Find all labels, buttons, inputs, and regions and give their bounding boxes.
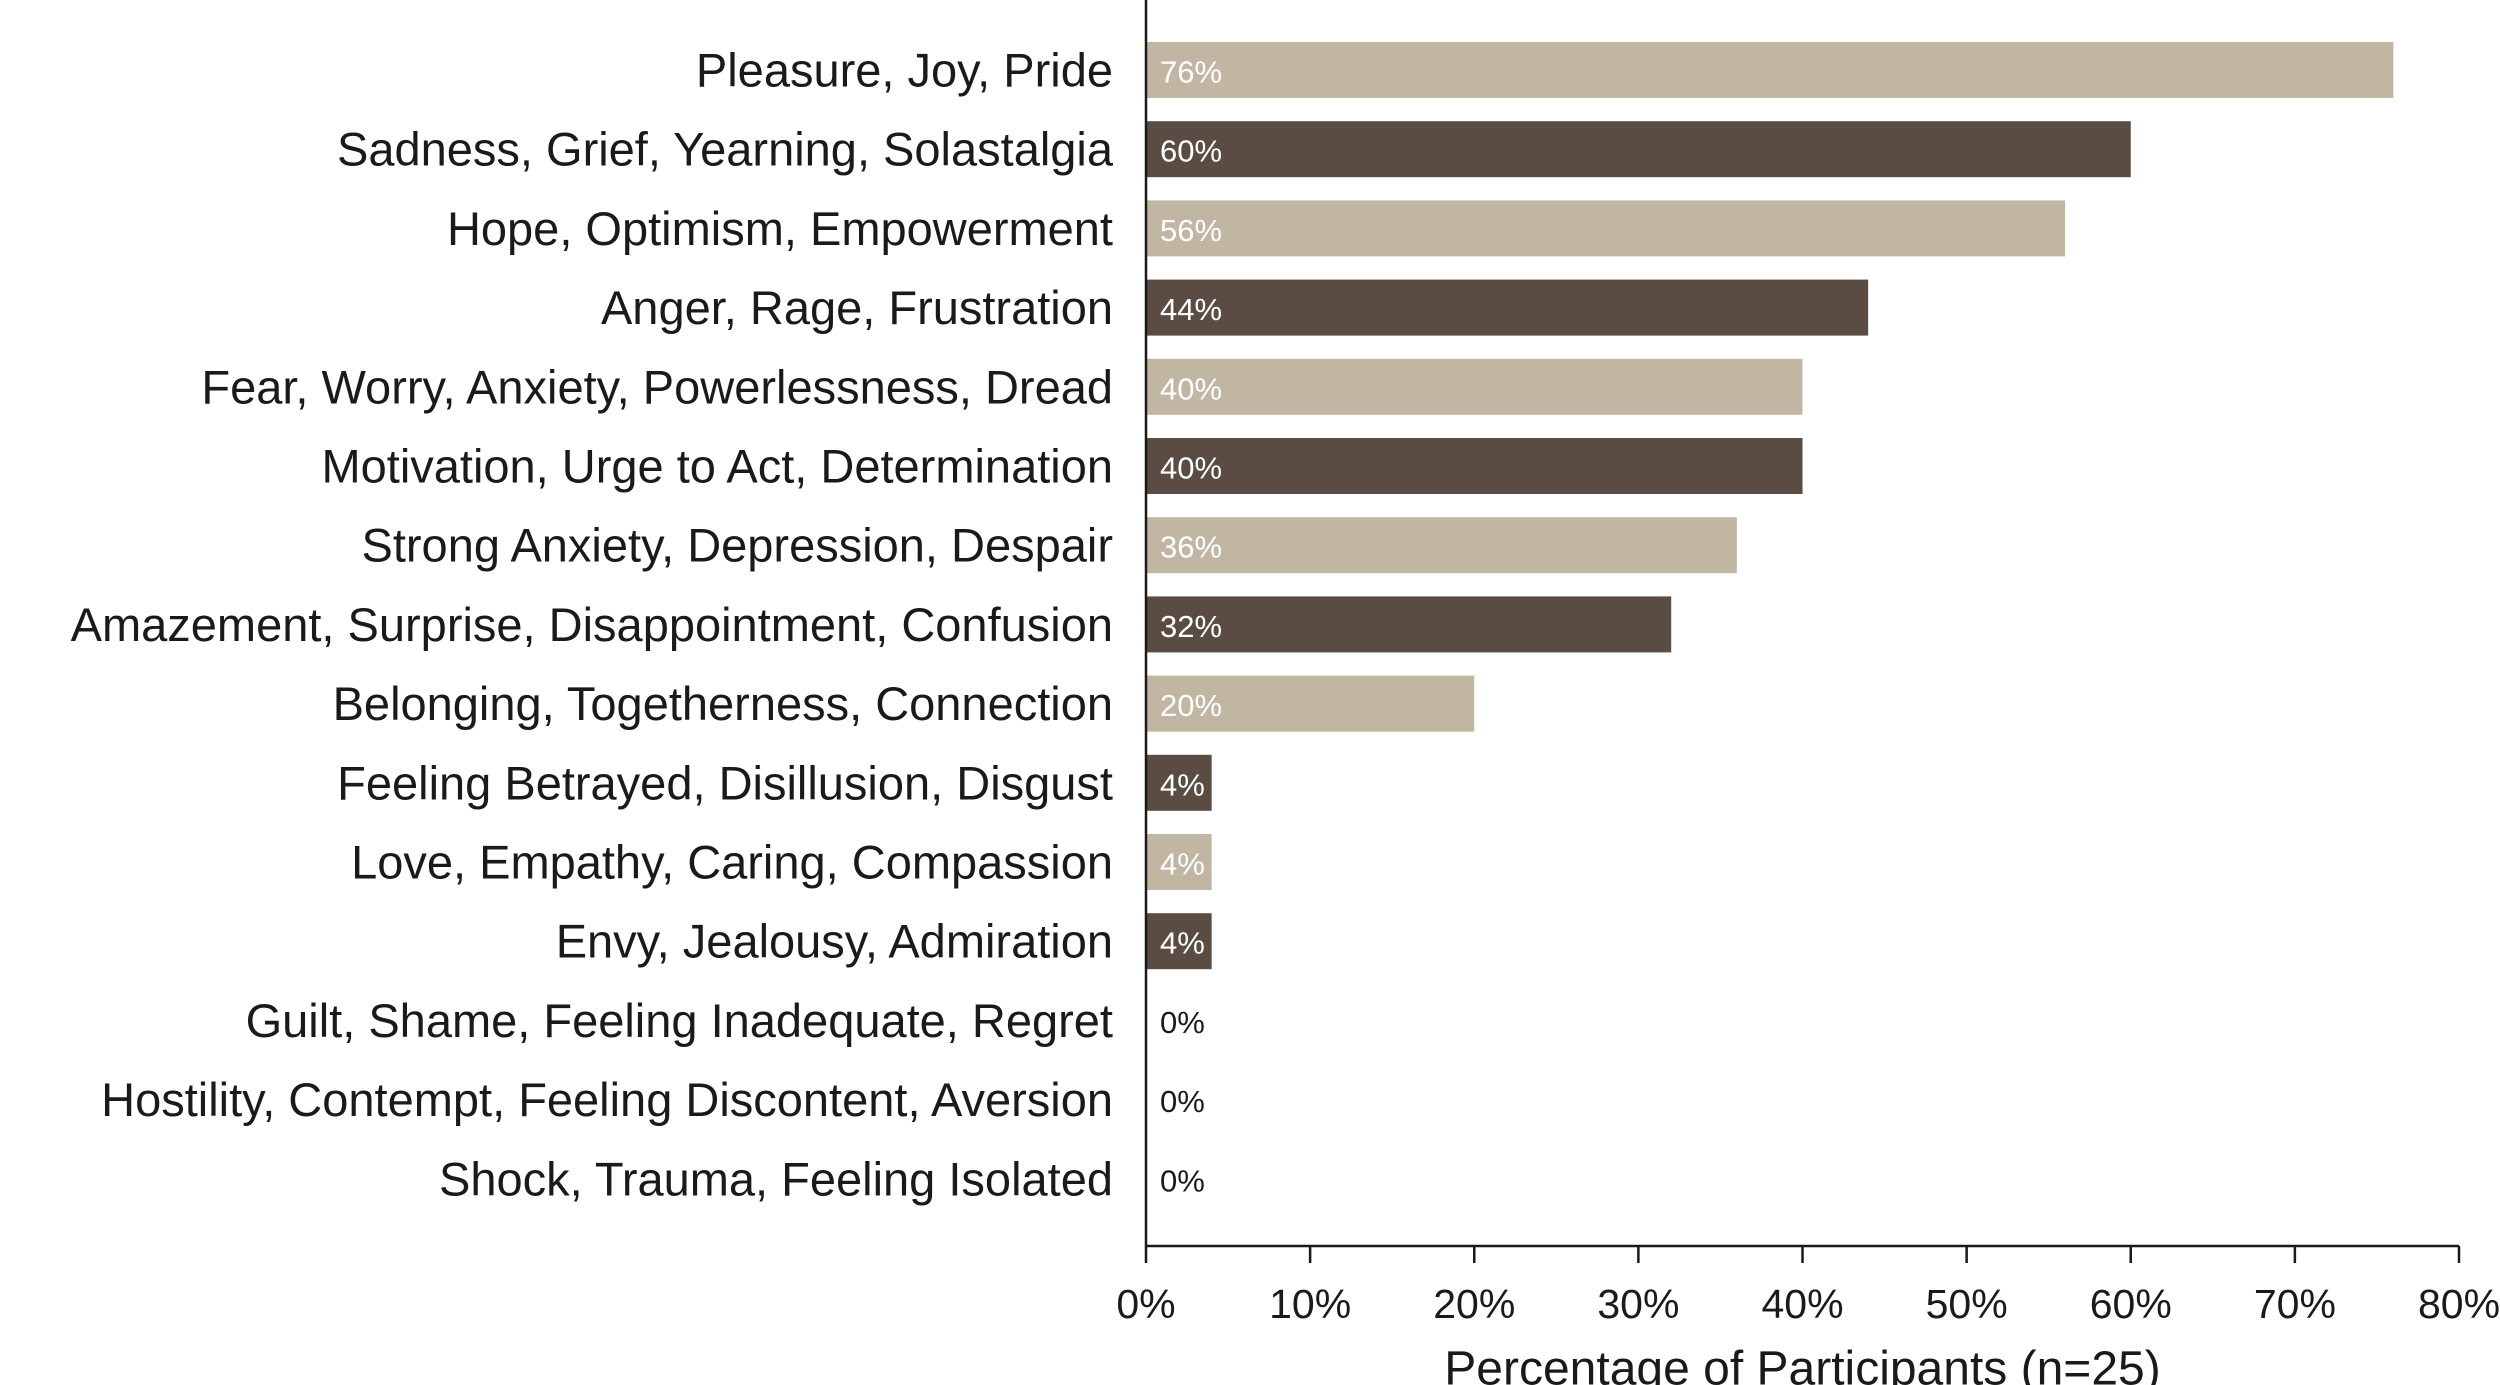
category-label: Hope, Optimism, Empowerment: [447, 202, 1113, 255]
bar-value-labels: 76% 60% 56% 44% 40% 40% 36% 32% 20% 4% 4% 4% 0% 0% 0%: [1160, 55, 1222, 1199]
x-tick-label: 20%: [1433, 1281, 1515, 1327]
category-label: Pleasure, Joy, Pride: [696, 44, 1113, 97]
bar-value-label: 40%: [1160, 371, 1222, 406]
bar-value-label: 32%: [1160, 609, 1222, 644]
bar: [1146, 42, 2394, 98]
bar-value-label: 40%: [1160, 451, 1222, 486]
bar: [1146, 754, 1212, 811]
category-labels: Pleasure, Joy, Pride Sadness, Grief, Year…: [71, 44, 1114, 1206]
category-label: Shock, Trauma, Feeling Isolated: [439, 1152, 1113, 1205]
bar-value-label: 60%: [1160, 134, 1222, 169]
bar: [1146, 358, 1803, 415]
bar: [1146, 121, 2131, 178]
category-label: Hostility, Contempt, Feeling Discontent,…: [101, 1073, 1113, 1126]
x-tick-label: 50%: [1926, 1281, 2008, 1327]
bar: [1146, 279, 1869, 336]
category-label: Sadness, Grief, Yearning, Solastalgia: [337, 123, 1114, 176]
x-tick-label: 80%: [2418, 1281, 2500, 1327]
bar-value-label: 4%: [1160, 767, 1205, 802]
category-label: Love, Empathy, Caring, Compassion: [351, 836, 1113, 889]
category-label: Envy, Jealousy, Admiration: [556, 915, 1113, 968]
bar: [1146, 675, 1475, 732]
bar: [1146, 438, 1803, 494]
x-tick-label: 60%: [2090, 1281, 2172, 1327]
bar-value-label: 0%: [1160, 1084, 1205, 1119]
bar: [1146, 913, 1212, 970]
bars-layer: [1146, 42, 2394, 970]
category-label: Strong Anxiety, Depression, Despair: [362, 519, 1114, 572]
x-tick-label: 10%: [1269, 1281, 1351, 1327]
bar-value-label: 4%: [1160, 847, 1205, 882]
bar-value-label: 36%: [1160, 530, 1222, 565]
category-label: Fear, Worry, Anxiety, Powerlessness, Dre…: [201, 360, 1113, 413]
bar: [1146, 596, 1672, 653]
bar: [1146, 834, 1212, 890]
bar-value-label: 0%: [1160, 1163, 1205, 1198]
category-label: Amazement, Surprise, Disappointment, Con…: [71, 598, 1113, 651]
x-tick-label: 70%: [2254, 1281, 2336, 1327]
category-label: Feeling Betrayed, Disillusion, Disgust: [337, 756, 1113, 809]
x-tick-label: 0%: [1116, 1281, 1175, 1327]
x-tick-label: 30%: [1597, 1281, 1679, 1327]
bar-value-label: 0%: [1160, 1005, 1205, 1040]
bar-value-label: 20%: [1160, 688, 1222, 723]
x-axis-ticks: 0% 10% 20% 30% 40% 50% 60% 70% 80%: [1116, 1246, 2500, 1327]
bar: [1146, 517, 1737, 574]
bar-value-label: 56%: [1160, 213, 1222, 248]
bar: [1146, 200, 2066, 257]
bar-value-label: 4%: [1160, 926, 1205, 961]
category-label: Anger, Rage, Frustration: [601, 281, 1113, 334]
category-label: Guilt, Shame, Feeling Inadequate, Regret: [246, 994, 1113, 1047]
x-tick-label: 40%: [1761, 1281, 1843, 1327]
category-label: Motivation, Urge to Act, Determination: [321, 440, 1113, 493]
bar-value-label: 76%: [1160, 55, 1222, 90]
x-axis-title: Percentage of Participants (n=25): [1444, 1343, 2160, 1385]
category-label: Belonging, Togetherness, Connection: [333, 677, 1113, 730]
bar-value-label: 44%: [1160, 292, 1222, 327]
